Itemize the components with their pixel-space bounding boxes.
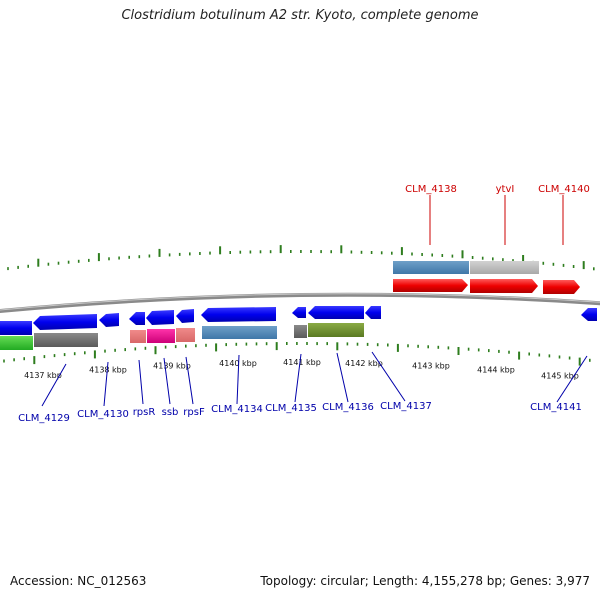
leader-clm4136 [336, 352, 349, 403]
leader-clm4129 [41, 363, 67, 407]
scale-label: 4145 kbp [541, 372, 579, 381]
genome-summary-text: Topology: circular; Length: 4,155,278 bp… [260, 574, 590, 588]
gene-label-clm4136[interactable]: CLM_4136 [322, 402, 374, 413]
gene-arrow-clm4135[interactable] [292, 307, 306, 318]
gene-label-clm4130[interactable]: CLM_4130 [77, 409, 129, 420]
genome-backbone-highlight [0, 293, 600, 311]
gene-arrow-clm4129[interactable] [0, 321, 32, 335]
inner-tick-track [3, 342, 591, 366]
leader-clm4137 [371, 351, 406, 402]
leader-clm4141 [556, 355, 588, 403]
forward-gene-labels: CLM_4138 ytvI CLM_4140 [405, 184, 590, 195]
leader-clm4134 [236, 354, 240, 405]
gene-arrow-clm4138[interactable] [393, 279, 468, 292]
gene-label-clm4134[interactable]: CLM_4134 [211, 404, 263, 415]
gene-label-rpsr[interactable]: rpsR [133, 407, 156, 418]
outer-tick-track [7, 245, 595, 271]
scale-label: 4137 kbp [24, 371, 62, 380]
gene-bar-clm4130-gray[interactable] [34, 333, 98, 347]
gene-bar-ytvi-cds[interactable] [470, 261, 539, 274]
forward-gene-track [393, 261, 580, 294]
genome-backbone [0, 292, 600, 314]
scale-label: 4141 kbp [283, 358, 321, 367]
gene-label-rpsf[interactable]: rpsF [183, 407, 205, 418]
map-title: Clostridium botulinum A2 str. Kyoto, com… [121, 8, 479, 23]
reverse-gene-track [0, 306, 597, 350]
gene-bar-clm4134-steel[interactable] [202, 326, 277, 339]
gene-arrow-ssb-main[interactable] [146, 310, 174, 325]
scale-label: 4139 kbp [153, 361, 191, 370]
leader-clm4130 [103, 361, 109, 407]
gene-label-clm4138[interactable]: CLM_4138 [405, 184, 457, 195]
gene-arrow-clm4141[interactable] [581, 308, 597, 321]
gene-label-clm4137[interactable]: CLM_4137 [380, 401, 432, 412]
gene-bar-rpsf-pink[interactable] [176, 328, 195, 342]
reverse-gene-labels: CLM_4129 CLM_4130 rpsR ssb rpsF CLM_4134… [18, 401, 582, 424]
gene-arrow-ssb[interactable] [129, 312, 145, 325]
gene-bar-clm4138-cds[interactable] [393, 261, 469, 274]
gene-bar-clm4136-olive[interactable] [308, 323, 364, 337]
gene-label-clm4135[interactable]: CLM_4135 [265, 403, 317, 414]
scale-label-group: 4137 kbp 4138 kbp 4139 kbp 4140 kbp 4141 kbp… [24, 358, 579, 381]
leader-ssb [163, 357, 171, 405]
gene-bar-rpsr-pink[interactable] [130, 330, 146, 343]
gene-label-clm4140[interactable]: CLM_4140 [538, 184, 590, 195]
scale-label: 4138 kbp [89, 365, 127, 374]
scale-label: 4144 kbp [477, 366, 515, 375]
scale-label: 4140 kbp [219, 359, 257, 368]
accession-text: Accession: NC_012563 [10, 574, 147, 588]
leader-lines [41, 195, 588, 407]
scale-label: 4143 kbp [412, 361, 450, 370]
gene-bar-clm4135-gray[interactable] [294, 325, 307, 338]
gene-arrow-clm4137[interactable] [365, 306, 381, 319]
gene-bar-clm4129-green[interactable] [0, 336, 33, 350]
gene-label-clm4129[interactable]: CLM_4129 [18, 413, 70, 424]
gene-arrow-rpsr[interactable] [99, 313, 119, 327]
gene-label-ytvi[interactable]: ytvI [496, 184, 515, 195]
gene-arrow-rpsf[interactable] [176, 309, 194, 323]
gene-arrow-clm4136[interactable] [308, 306, 364, 319]
leader-rpsr [138, 359, 144, 405]
gene-arrow-clm4130[interactable] [33, 314, 97, 330]
leader-rpsf [185, 356, 194, 405]
gene-label-clm4141[interactable]: CLM_4141 [530, 402, 582, 413]
gene-arrow-clm4140[interactable] [543, 280, 580, 294]
gene-bar-ssb-magenta[interactable] [147, 329, 175, 343]
gene-label-ssb[interactable]: ssb [162, 407, 179, 418]
scale-label: 4142 kbp [345, 359, 383, 368]
gene-arrow-ytvi[interactable] [470, 279, 538, 293]
gene-arrow-clm4134[interactable] [201, 307, 276, 322]
leader-clm4135 [294, 353, 302, 403]
